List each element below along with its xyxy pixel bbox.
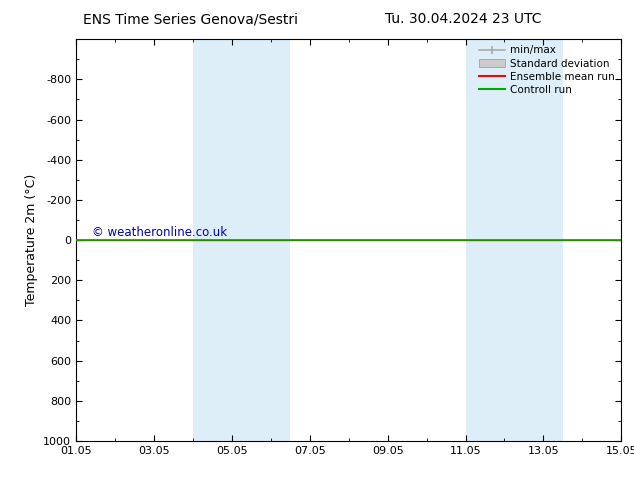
Bar [193, 39, 290, 441]
Bar [465, 39, 563, 441]
Legend: min/max, Standard deviation, Ensemble mean run, Controll run: min/max, Standard deviation, Ensemble me… [475, 41, 619, 99]
Text: ENS Time Series Genova/Sestri: ENS Time Series Genova/Sestri [82, 12, 298, 26]
Y-axis label: Temperature 2m (°C): Temperature 2m (°C) [25, 174, 37, 306]
Text: Tu. 30.04.2024 23 UTC: Tu. 30.04.2024 23 UTC [385, 12, 541, 26]
Text: © weatheronline.co.uk: © weatheronline.co.uk [93, 225, 228, 239]
